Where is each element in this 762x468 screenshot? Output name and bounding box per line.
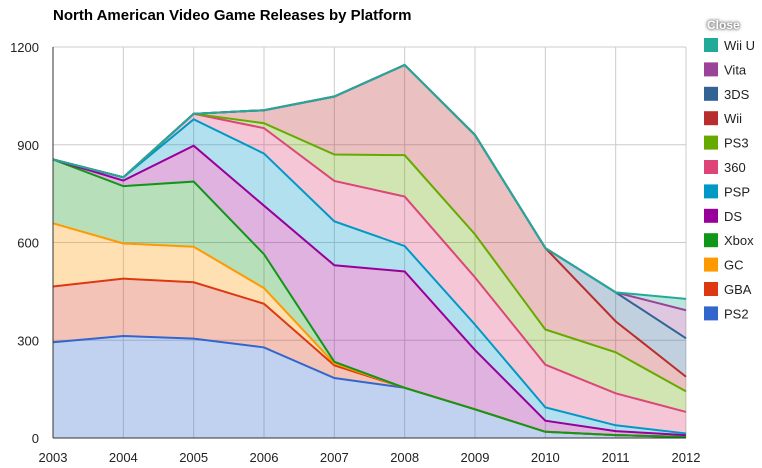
legend-swatch	[704, 208, 718, 223]
x-tick-label: 2010	[531, 450, 560, 465]
x-tick-label: 2011	[602, 450, 630, 465]
area-gc	[53, 223, 686, 438]
legend-swatch	[704, 160, 718, 174]
area-wii	[53, 64, 686, 392]
y-tick-label: 1200	[10, 40, 39, 55]
legend-label: GBA	[724, 282, 752, 297]
x-tick-label: 2005	[179, 450, 208, 465]
axes: 0 300 600 900 1200 2003 2004 2005 2006 2007 2008 20…	[10, 40, 700, 465]
legend-swatch	[704, 257, 718, 272]
y-tick-label: 0	[32, 431, 39, 446]
legend-swatch	[704, 135, 718, 150]
legend-item-xbox: Xbox	[704, 233, 754, 248]
y-tick-label: 600	[17, 236, 39, 251]
legend-item-wii-u: Wii U	[704, 38, 755, 53]
legend-label: 3DS	[724, 87, 750, 102]
legend-swatch	[704, 38, 718, 52]
legend-item-360: 360	[704, 160, 746, 175]
y-tick-label: 300	[17, 333, 39, 348]
legend-item-gba: GBA	[704, 282, 752, 297]
legend-label: PS3	[724, 136, 749, 151]
area-ps3	[53, 113, 686, 412]
legend-item-psp: PSP	[704, 184, 750, 199]
close-button[interactable]: Close	[707, 18, 740, 32]
area-ps2	[53, 336, 686, 438]
area-xbox	[53, 159, 686, 438]
legend: Wii U Vita 3DS Wii PS3 360 PSP DS Xbox GC GBA PS2	[704, 38, 755, 321]
x-tick-label: 2004	[109, 450, 138, 465]
legend-item-vita: Vita	[704, 62, 747, 77]
x-tick-label: 2003	[39, 450, 68, 465]
series-lines	[52, 63, 687, 439]
legend-item-ps3: PS3	[704, 135, 749, 151]
legend-item-wii: Wii	[704, 111, 742, 126]
legend-label: PSP	[724, 184, 750, 199]
legend-item-ps2: PS2	[704, 306, 749, 321]
legend-swatch	[704, 306, 718, 321]
chart-title: North American Video Game Releases by Pl…	[53, 7, 412, 24]
legend-label: DS	[724, 209, 742, 224]
legend-label: PS2	[724, 306, 749, 321]
x-tick-label: 2006	[250, 450, 279, 465]
line-xbox	[52, 158, 687, 439]
legend-label: Vita	[724, 62, 747, 77]
line-psp	[52, 118, 687, 435]
legend-label: GC	[724, 258, 744, 273]
legend-item-gc: GC	[704, 257, 744, 273]
legend-swatch	[704, 233, 718, 248]
legend-swatch	[704, 282, 718, 296]
legend-label: 360	[724, 160, 746, 175]
legend-label: Wii	[724, 111, 742, 126]
legend-swatch	[704, 184, 718, 199]
area-360	[53, 113, 686, 434]
x-tick-label: 2007	[320, 450, 349, 465]
line-wii-u	[52, 63, 687, 300]
legend-label: Xbox	[724, 233, 754, 248]
y-tick-label: 900	[17, 138, 39, 153]
x-tick-label: 2009	[461, 450, 490, 465]
area-ds	[53, 145, 686, 438]
areas	[53, 64, 686, 438]
area-gba	[53, 278, 686, 438]
x-tick-label: 2008	[390, 450, 419, 465]
legend-item-3ds: 3DS	[704, 86, 750, 102]
x-tick-label: 2012	[672, 450, 701, 465]
line-ds	[52, 144, 687, 437]
legend-label: Wii U	[724, 38, 755, 53]
legend-swatch	[704, 86, 718, 101]
legend-swatch	[704, 62, 718, 77]
legend-item-ds: DS	[704, 208, 742, 224]
legend-swatch	[704, 111, 718, 126]
